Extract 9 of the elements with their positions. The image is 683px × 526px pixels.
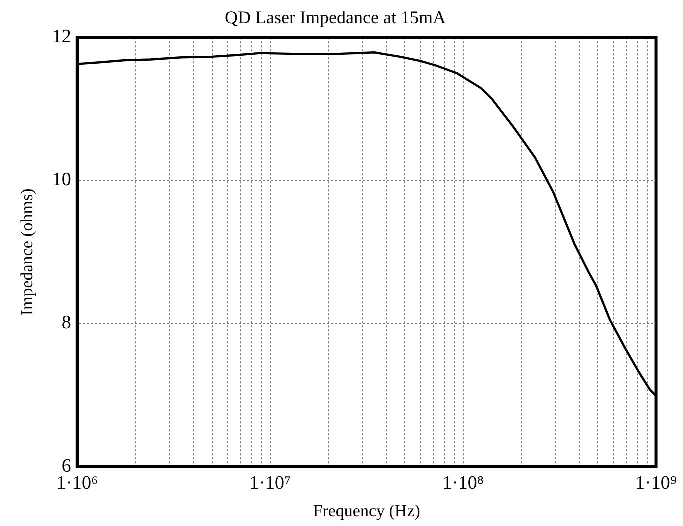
x-axis-title: Frequency (Hz): [313, 501, 420, 520]
y-axis-title: Impedance (ohms): [18, 188, 37, 316]
x-tick-label: 1·10⁹: [636, 473, 678, 494]
y-tick-label: 10: [52, 170, 72, 191]
chart-title: QD Laser Impedance at 15mA: [225, 8, 446, 28]
x-tick-label: 1·10⁸: [442, 473, 484, 494]
y-tick-label: 12: [52, 26, 72, 48]
x-tick-label: 1·10⁷: [250, 473, 292, 494]
y-tick-label: 8: [62, 312, 72, 334]
